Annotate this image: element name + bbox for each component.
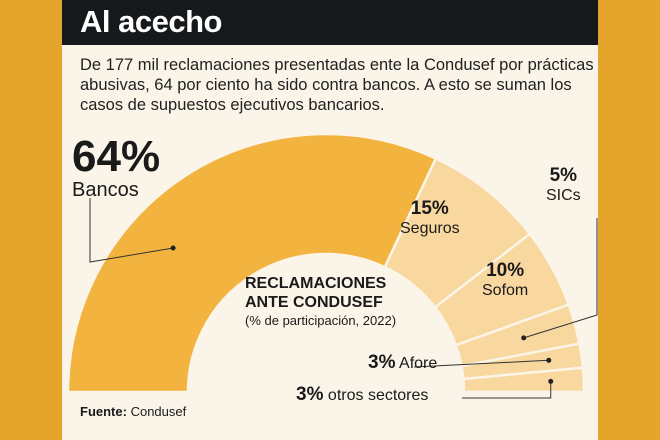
label-sofom: 10% Sofom — [482, 260, 528, 300]
intro-text: De 177 mil reclamaciones presentadas ent… — [80, 56, 594, 114]
slice-bancos — [66, 132, 438, 394]
leader-otros — [462, 381, 552, 399]
value-label: 15% — [410, 198, 449, 219]
value-label: 3% — [296, 384, 324, 405]
category-label: Afore — [399, 355, 438, 372]
source-value: Condusef — [130, 404, 187, 419]
category-label: otros sectores — [327, 387, 429, 404]
value-label: 10% — [486, 260, 525, 281]
half-donut-chart — [66, 132, 598, 399]
slice-otros-sectores — [462, 366, 586, 394]
label-sics: 5% SICs — [546, 165, 581, 205]
value-label: 5% — [549, 165, 578, 186]
value-label: 64% — [72, 132, 161, 181]
label-otros: 3% otros sectores — [296, 384, 428, 406]
category-label: SICs — [546, 187, 581, 204]
title: Al acecho — [80, 4, 222, 39]
leader-afore — [413, 359, 549, 368]
chart-title: RECLAMACIONES ANTE CONDUSEF — [245, 275, 387, 311]
label-seguros: 15% Seguros — [400, 198, 460, 238]
category-label: Sofom — [482, 282, 529, 299]
source-label: Fuente: — [80, 404, 127, 419]
infographic-card: Al acecho De 177 mil reclamaciones prese… — [62, 0, 598, 440]
leader-sics-dot — [521, 335, 527, 341]
label-afore: 3% Afore — [368, 352, 437, 374]
category-label: Seguros — [400, 220, 460, 237]
source: Fuente: Condusef — [80, 404, 186, 419]
leader-bancos-dot — [170, 245, 176, 251]
leader-otros-dot — [548, 378, 554, 384]
leader-sics — [523, 218, 598, 339]
value-label: 3% — [368, 352, 396, 373]
title-bar: Al acecho — [62, 0, 598, 45]
category-label: Bancos — [72, 179, 139, 201]
leader-afore-dot — [546, 357, 552, 363]
label-bancos: 64% Bancos — [72, 135, 160, 202]
chart-subtitle: (% de participación, 2022) — [245, 313, 397, 328]
leader-bancos — [89, 198, 174, 263]
